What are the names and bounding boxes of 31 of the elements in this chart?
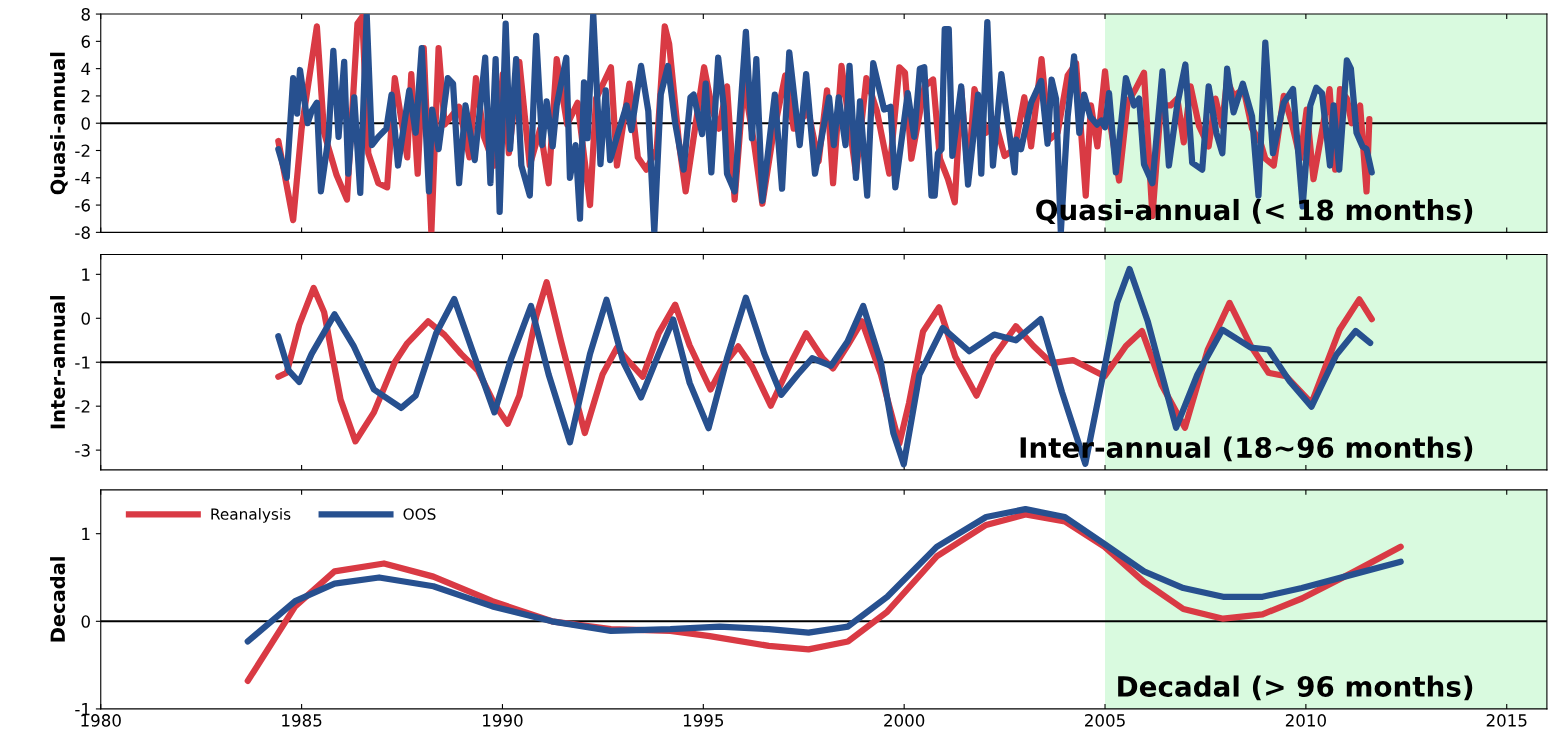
y-axis-title: Quasi-annual xyxy=(50,52,68,195)
annotation: Decadal (> 96 months) xyxy=(1118,675,1473,701)
x-tick-label: 2015 xyxy=(1486,714,1527,727)
y-tick-label: -6 xyxy=(75,199,90,212)
y-tick-label: 2 xyxy=(81,89,90,103)
y-tick-label: 4 xyxy=(81,62,91,75)
y-tick-label: 0 xyxy=(81,312,90,325)
x-tick-label: 2010 xyxy=(1285,714,1326,727)
x-tick-label: 1990 xyxy=(483,714,523,727)
y-axis-title: Decadal xyxy=(50,557,66,642)
x-tick-label: 2005 xyxy=(1085,714,1125,727)
y-tick-label: 1 xyxy=(82,527,90,541)
y-tick-label: -2 xyxy=(75,400,90,413)
x-tick-label: 1985 xyxy=(282,714,322,727)
x-tick-label: 1980 xyxy=(81,714,121,727)
y-tick-label: -2 xyxy=(75,144,90,157)
x-tick-label: 1995 xyxy=(683,714,724,727)
y-tick-label: -1 xyxy=(75,356,90,369)
legend-label: OOS xyxy=(403,508,436,520)
y-tick-label: -3 xyxy=(75,444,90,457)
legend-label: Reanalysis xyxy=(211,508,291,523)
y-tick-label: 6 xyxy=(81,35,90,48)
y-tick-label: -4 xyxy=(75,171,91,185)
y-tick-label: 8 xyxy=(81,8,90,21)
y-tick-label: 1 xyxy=(82,268,90,281)
y-axis-title: Inter-annual xyxy=(50,296,66,429)
y-tick-label: -8 xyxy=(75,226,90,239)
y-tick-label: 0 xyxy=(81,117,90,130)
y-tick-label: -1 xyxy=(75,703,90,716)
y-tick-label: 0 xyxy=(81,615,90,628)
x-tick-label: 2000 xyxy=(884,714,925,727)
